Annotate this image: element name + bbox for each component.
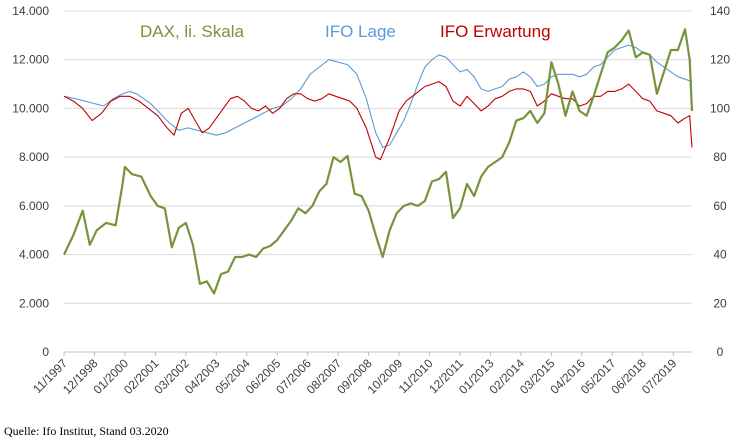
x-axis-tick-labels: 11/199712/199801/200002/200103/200204/20… (30, 352, 680, 397)
right-tick-label: 40 (713, 248, 727, 262)
right-tick-label: 0 (717, 345, 724, 359)
left-tick-label: 10.000 (12, 101, 49, 115)
series-lines (63, 28, 694, 295)
right-tick-label: 20 (713, 296, 727, 310)
left-axis-tick-labels: 0 2.000 4.000 6.000 8.000 10.000 12.000 14.000 (12, 4, 49, 359)
right-tick-label: 80 (713, 150, 727, 164)
right-tick-label: 60 (713, 199, 727, 213)
left-tick-label: 4.000 (19, 248, 49, 262)
right-tick-label: 140 (710, 4, 730, 18)
series-line-1 (63, 44, 693, 148)
left-tick-label: 2.000 (19, 296, 49, 310)
series-line-0 (63, 28, 694, 295)
left-tick-label: 14.000 (12, 4, 49, 18)
right-tick-label: 120 (710, 53, 730, 67)
gridlines (64, 10, 692, 304)
legend-ifo-erwartung: IFO Erwartung (440, 22, 551, 41)
right-axis-tick-labels: 0 20 40 60 80 100 120 140 (710, 4, 730, 359)
legend-dax: DAX, li. Skala (140, 22, 244, 41)
left-tick-label: 8.000 (19, 150, 49, 164)
right-tick-label: 100 (710, 101, 730, 115)
left-tick-label: 12.000 (12, 53, 49, 67)
left-tick-label: 0 (42, 345, 49, 359)
source-note: Quelle: Ifo Institut, Stand 03.2020 (4, 424, 169, 438)
left-tick-label: 6.000 (19, 199, 49, 213)
series-line-2 (63, 81, 693, 161)
legend-ifo-lage: IFO Lage (325, 22, 396, 41)
